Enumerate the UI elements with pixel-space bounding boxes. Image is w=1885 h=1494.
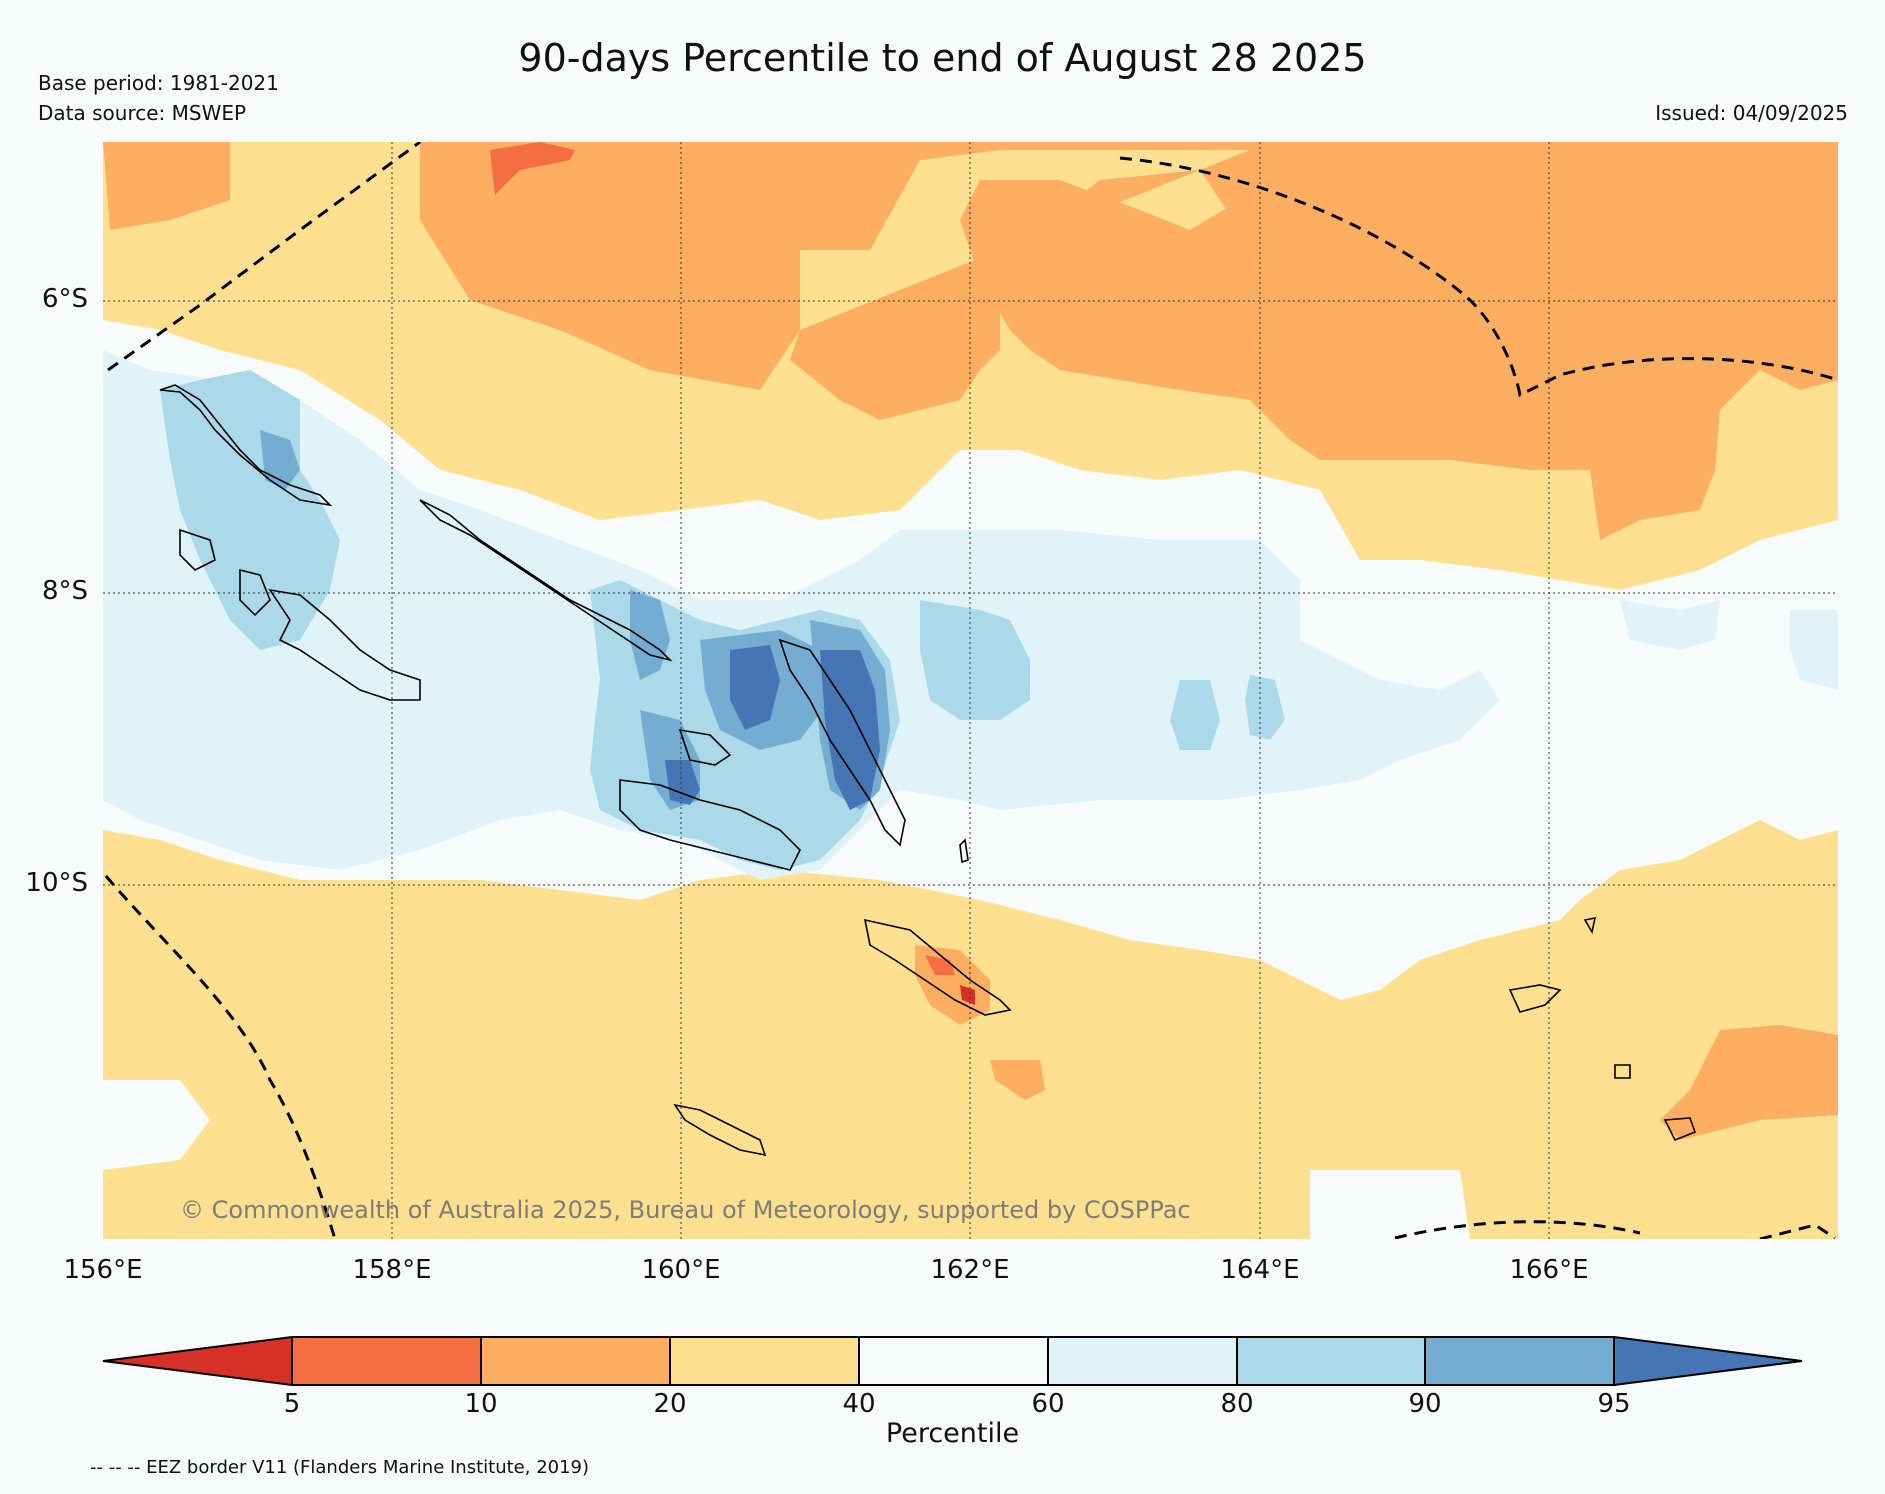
coast-new-georgia (268, 588, 421, 701)
coast-malaita (863, 918, 1012, 1016)
region-10-20-north-center (790, 142, 1290, 420)
colorbar-tick-95: 95 (1597, 1389, 1631, 1419)
region-40-60-south-2 (103, 1080, 210, 1170)
colorbar-segment-40-60 (858, 1336, 1049, 1386)
colorbar-segment-20-40 (669, 1336, 860, 1386)
coast-guadalcanal (619, 779, 801, 871)
coast-utupua (1614, 1064, 1631, 1079)
figure-title: 90-days Percentile to end of August 28 2… (518, 36, 1367, 80)
region-60-80-east (1620, 600, 1720, 650)
lat-label-8s: 8°S (41, 576, 88, 606)
eez-border-note: -- -- -- EEZ border V11 (Flanders Marine… (90, 1457, 590, 1478)
lon-label-162e: 162°E (930, 1255, 1010, 1285)
coast-isabel (778, 638, 906, 847)
data-source-note: Data source: MSWEP (38, 101, 247, 125)
region-10-20-north-west (103, 142, 1270, 390)
colorbar-tick-80: 80 (1220, 1389, 1254, 1419)
region-10-20-north-west-tip (103, 142, 230, 230)
colorbar-tick-90: 90 (1408, 1389, 1442, 1419)
region-above-95-1 (730, 645, 780, 730)
colorbar-tick-10: 10 (464, 1389, 498, 1419)
colorbar-tick-5: 5 (283, 1389, 301, 1419)
colorbar-tick-60: 60 (1031, 1389, 1065, 1419)
lat-label-6s: 6°S (41, 284, 88, 314)
colorbar-segment-above-95 (1613, 1335, 1803, 1387)
eez-borders (104, 142, 1838, 1239)
colorbar-segment-5-10 (291, 1336, 482, 1386)
region-below-5-guadalcanal (960, 985, 975, 1005)
region-80-90-midright (920, 600, 1030, 720)
coast-bougainville (159, 384, 333, 507)
region-10-20-north-east (960, 142, 1838, 540)
coast-vella-lavella (239, 568, 271, 617)
region-80-90-east-2 (1245, 675, 1285, 740)
region-80-90-west (160, 370, 340, 650)
region-40-60-south-1 (1310, 1170, 1470, 1239)
region-10-20-southeast (1660, 1025, 1838, 1140)
coast-shortland (179, 528, 216, 571)
region-5-10-guadalcanal (925, 955, 955, 975)
lon-label-156e: 156°E (63, 1255, 143, 1285)
colorbar-label: Percentile (885, 1418, 1020, 1449)
eez-border-northeast (1119, 156, 1838, 398)
gridlines (103, 142, 1838, 1239)
coast-santa-cruz (1663, 1117, 1697, 1142)
colorbar-segment-60-80 (1047, 1336, 1238, 1386)
copyright-note: © Commonwealth of Australia 2025, Bureau… (180, 1196, 1191, 1224)
colorbar-segment-10-20 (480, 1336, 671, 1386)
lon-label-164e: 164°E (1220, 1255, 1300, 1285)
region-80-90-east-1 (1170, 680, 1220, 750)
coast-choiseul (419, 499, 673, 662)
region-5-10-north (490, 142, 575, 195)
base-period-note: Base period: 1981-2021 (38, 71, 279, 95)
eez-border-south (1394, 1220, 1641, 1239)
region-60-80-far-east (1790, 610, 1838, 690)
colorbar-tick-40: 40 (842, 1389, 876, 1419)
lon-label-166e: 166°E (1509, 1255, 1589, 1285)
lon-label-160e: 160°E (641, 1255, 721, 1285)
lat-label-10s: 10°S (25, 868, 88, 898)
colorbar-tick-20: 20 (653, 1389, 687, 1419)
lon-label-158e: 158°E (352, 1255, 432, 1285)
colorbar-segment-below-5 (102, 1335, 293, 1387)
coast-small-island-1 (959, 838, 969, 864)
issued-date: Issued: 04/09/2025 (1655, 101, 1848, 125)
coast-small-island-2 (1583, 916, 1597, 935)
region-above-95-2 (820, 650, 880, 810)
region-10-20-south-center (990, 1060, 1045, 1100)
colorbar-segment-80-90 (1236, 1336, 1426, 1386)
coastlines (159, 384, 1697, 1157)
coast-florida-islands (678, 728, 732, 766)
region-above-95-3 (665, 760, 700, 805)
coast-rennell (673, 1103, 767, 1157)
coast-makira (1508, 984, 1562, 1013)
colorbar-segment-90-95 (1424, 1336, 1615, 1386)
